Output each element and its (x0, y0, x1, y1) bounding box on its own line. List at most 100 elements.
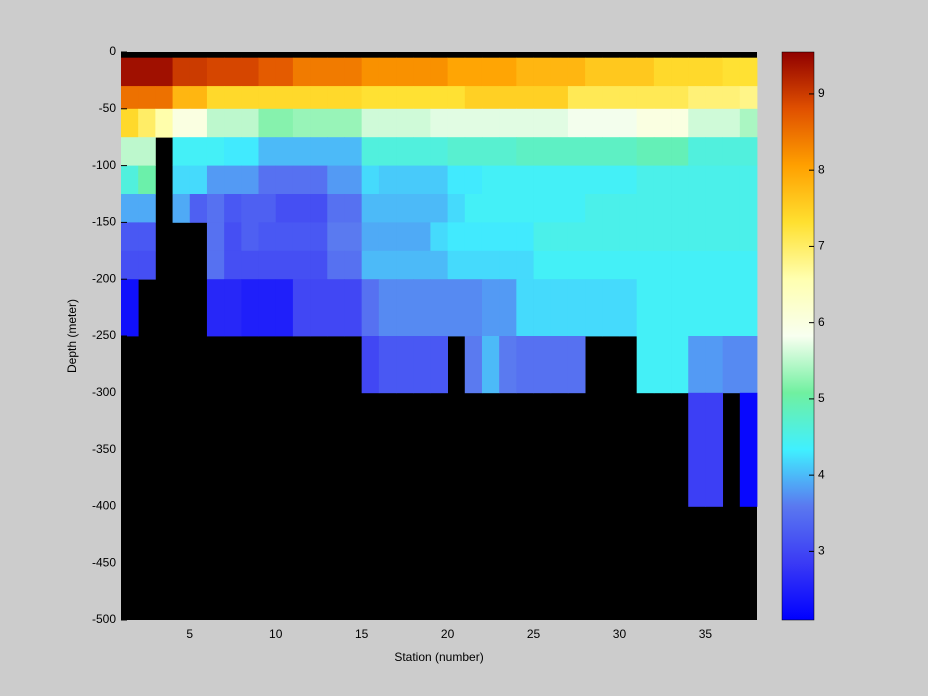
cell (121, 250, 139, 280)
y-tick-label: -350 (92, 442, 116, 456)
cell (224, 279, 242, 337)
cell (636, 250, 655, 280)
cell (138, 222, 156, 252)
x-tick-label: 35 (699, 627, 713, 641)
cell (739, 336, 758, 394)
cell (378, 137, 397, 166)
cell (516, 336, 534, 394)
cell (705, 108, 724, 138)
cell (327, 57, 345, 87)
cell (516, 279, 534, 337)
cell (258, 222, 277, 252)
x-tick-label: 15 (355, 627, 369, 641)
cell (241, 137, 259, 166)
cell (619, 108, 638, 138)
cell (550, 250, 569, 280)
cell (378, 194, 397, 223)
cell (396, 250, 414, 280)
colorbar-tick-label: 8 (818, 162, 825, 176)
cell (481, 250, 500, 280)
cell (447, 86, 466, 110)
cell (361, 194, 380, 223)
cell (361, 108, 380, 138)
x-tick-label: 30 (613, 627, 627, 641)
cell (688, 336, 706, 394)
cell (636, 108, 655, 138)
cell (396, 108, 414, 138)
cell (396, 137, 414, 166)
cell (413, 86, 431, 110)
cell (447, 137, 466, 166)
cell (688, 392, 706, 507)
cell (739, 165, 758, 195)
cell (464, 108, 483, 138)
colorbar-tick-label: 7 (818, 239, 825, 253)
cell (567, 222, 586, 252)
cell (567, 57, 586, 87)
cell (533, 250, 552, 280)
cell (585, 137, 603, 166)
cell (378, 108, 397, 138)
cell (413, 165, 431, 195)
cell (550, 165, 569, 195)
cell (464, 336, 483, 394)
cell (636, 279, 655, 337)
cell (378, 222, 397, 252)
cell (516, 86, 534, 110)
cell (172, 165, 191, 195)
cell (121, 279, 139, 337)
y-tick-label: -100 (92, 158, 116, 172)
cell (499, 137, 517, 166)
cell (327, 137, 345, 166)
cell (481, 222, 500, 252)
cell (206, 165, 225, 195)
cell (481, 165, 500, 195)
cell (688, 165, 706, 195)
cell (447, 194, 466, 223)
cell (172, 137, 191, 166)
cell (722, 108, 741, 138)
cell (619, 250, 638, 280)
cell (464, 279, 483, 337)
cell (653, 279, 672, 337)
cell (378, 250, 397, 280)
cell (550, 279, 569, 337)
cell (138, 86, 156, 110)
cell (567, 194, 586, 223)
cell (344, 279, 363, 337)
cell (533, 108, 552, 138)
cell (585, 57, 603, 87)
cell (189, 194, 208, 223)
cell (206, 137, 225, 166)
cell (739, 194, 758, 223)
cell (722, 57, 741, 87)
cell (653, 86, 672, 110)
cell (310, 86, 328, 110)
cell (396, 194, 414, 223)
cell (310, 108, 328, 138)
colorbar-tick-label: 6 (818, 315, 825, 329)
cell (636, 222, 655, 252)
cell (636, 86, 655, 110)
cell (688, 86, 706, 110)
cell (533, 194, 552, 223)
cell (344, 57, 363, 87)
cell (292, 137, 311, 166)
cell (396, 57, 414, 87)
cell (275, 279, 294, 337)
cell (636, 57, 655, 87)
cell (464, 222, 483, 252)
cell (361, 165, 380, 195)
cell (688, 194, 706, 223)
cell (688, 279, 706, 337)
cell (447, 165, 466, 195)
cell (138, 250, 156, 280)
cell (739, 137, 758, 166)
cell (172, 86, 191, 110)
cell (653, 57, 672, 87)
y-tick-label: -50 (99, 101, 117, 115)
y-tick-label: -200 (92, 271, 116, 285)
cell (430, 336, 448, 394)
cell (567, 279, 586, 337)
cell (206, 222, 225, 252)
